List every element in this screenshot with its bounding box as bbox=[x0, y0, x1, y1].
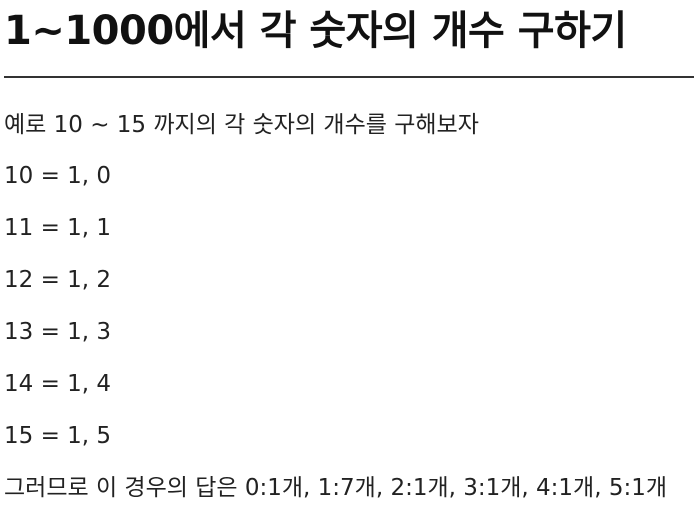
example-line: 13 = 1, 3 bbox=[4, 319, 112, 345]
example-line: 10 = 1, 0 bbox=[4, 163, 112, 189]
intro-text: 예로 10 ~ 15 까지의 각 숫자의 개수를 구해보자 bbox=[4, 112, 479, 138]
example-line: 14 = 1, 4 bbox=[4, 371, 112, 397]
example-line: 15 = 1, 5 bbox=[4, 423, 112, 449]
title-divider bbox=[4, 76, 694, 78]
conclusion-text: 그러므로 이 경우의 답은 0:1개, 1:7개, 2:1개, 3:1개, 4:… bbox=[4, 475, 668, 501]
example-line: 11 = 1, 1 bbox=[4, 215, 112, 241]
page-title: 1~1000에서 각 숫자의 개수 구하기 bbox=[4, 8, 627, 54]
example-line: 12 = 1, 2 bbox=[4, 267, 112, 293]
